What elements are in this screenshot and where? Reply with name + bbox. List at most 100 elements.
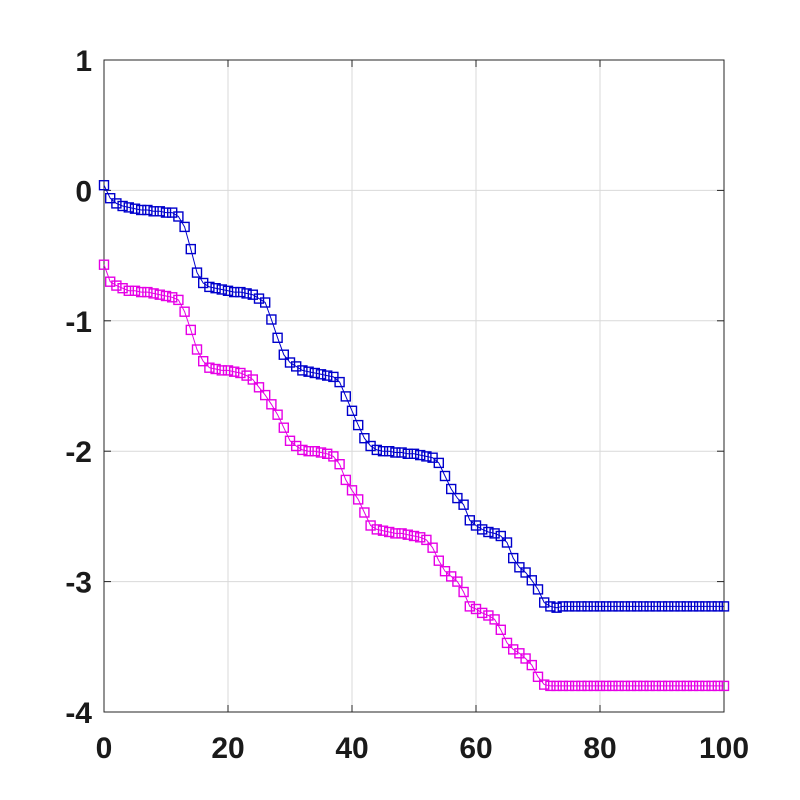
series-2-point xyxy=(687,680,699,692)
series-1-point xyxy=(334,376,345,388)
series-2-point xyxy=(98,259,110,270)
series-2-point xyxy=(526,659,537,671)
series-2-point xyxy=(340,474,351,486)
series-1 xyxy=(98,179,730,613)
series-2-point xyxy=(390,528,401,539)
series-2-point xyxy=(421,534,432,546)
series-1-point xyxy=(694,601,705,612)
series-2-point xyxy=(588,680,599,692)
series-2-line xyxy=(103,264,724,687)
series-2-point xyxy=(260,389,271,401)
series-1-point xyxy=(210,283,221,294)
series-2-point xyxy=(501,637,513,649)
x-tick-label: 100 xyxy=(699,732,749,765)
series-2-point xyxy=(545,680,556,692)
series-2-point xyxy=(284,435,296,446)
series-2-point xyxy=(204,362,215,373)
series-1-point xyxy=(241,288,252,299)
series-2-point xyxy=(253,382,265,393)
series-2-point xyxy=(718,680,730,692)
series-2-point xyxy=(458,586,469,598)
series-2-point xyxy=(334,459,345,470)
series-1-point xyxy=(446,483,457,495)
series-2-point xyxy=(495,624,506,635)
series-1-point xyxy=(260,297,271,308)
series-2-point xyxy=(228,366,240,377)
series-1-point xyxy=(135,204,147,216)
series-2-point xyxy=(477,607,488,619)
series-1-point xyxy=(520,567,531,578)
series-1-point xyxy=(328,371,339,383)
series-1-point xyxy=(551,602,562,613)
series-1-point xyxy=(439,470,451,482)
series-2-point xyxy=(359,507,370,518)
series-2-point xyxy=(297,444,308,456)
y-tick-label: 1 xyxy=(75,45,92,78)
series-2-point xyxy=(681,680,692,692)
series-1-point xyxy=(278,349,289,360)
series-2-point xyxy=(433,555,444,566)
series-1-point xyxy=(663,601,674,612)
series-1-point xyxy=(353,419,364,431)
series-1-point xyxy=(619,601,630,612)
series-1-point xyxy=(607,601,618,612)
series-2-point xyxy=(427,542,438,553)
series-2-point xyxy=(570,680,581,692)
series-1-point xyxy=(681,601,692,612)
series-2-point xyxy=(694,680,705,692)
series-2-point xyxy=(309,446,320,457)
series-2-point xyxy=(235,367,246,379)
series-2-point xyxy=(520,653,531,664)
series-1-point xyxy=(433,457,444,469)
series-2-point xyxy=(185,324,197,336)
series-2-point xyxy=(539,679,550,690)
series-1-point xyxy=(191,267,203,278)
series-1-point xyxy=(588,601,599,612)
x-tick-label: 60 xyxy=(459,732,492,765)
series-2-point xyxy=(700,680,711,692)
series-2-point xyxy=(644,680,655,692)
series-1-point xyxy=(489,528,500,539)
series-1-point xyxy=(340,391,351,402)
series-2-point xyxy=(607,680,618,692)
series-1-point xyxy=(346,405,358,416)
series-1-point xyxy=(309,367,320,379)
series-2-point xyxy=(452,576,463,587)
axis-ticks xyxy=(103,59,725,713)
series-1-point xyxy=(464,515,475,526)
series-1-point xyxy=(384,446,395,457)
series-2-point xyxy=(532,671,544,682)
x-tick-label: 40 xyxy=(335,732,368,765)
x-tick-label: 20 xyxy=(211,732,244,765)
series-1-point xyxy=(669,601,680,612)
series-1-point xyxy=(501,537,513,548)
series-2 xyxy=(98,259,730,692)
series-1-line xyxy=(103,184,724,609)
series-2-point xyxy=(582,680,593,692)
series-1-point xyxy=(644,601,655,612)
series-1-point xyxy=(173,211,184,222)
series-1-point xyxy=(216,284,228,295)
series-1-point xyxy=(390,447,401,458)
series-1-point xyxy=(483,526,494,538)
series-1-point xyxy=(359,433,370,444)
plot-area-frame xyxy=(103,59,725,713)
series-1-point xyxy=(532,584,544,595)
series-1-point xyxy=(718,601,730,612)
series-2-point xyxy=(464,601,475,612)
series-2-point xyxy=(160,290,172,302)
series-2-point xyxy=(129,285,141,296)
series-1-point xyxy=(656,601,668,612)
y-tick-label: 0 xyxy=(75,175,92,208)
series-2-point xyxy=(173,294,184,306)
y-tick-label: -4 xyxy=(65,697,92,730)
series-1-point xyxy=(402,448,413,459)
series-2-point xyxy=(210,363,221,375)
series-1-point xyxy=(415,449,426,461)
series-1-point xyxy=(650,601,661,612)
series-1-point xyxy=(712,601,723,612)
series-1-point xyxy=(594,601,606,612)
series-2-point xyxy=(346,485,358,496)
series-1-point xyxy=(142,204,153,216)
